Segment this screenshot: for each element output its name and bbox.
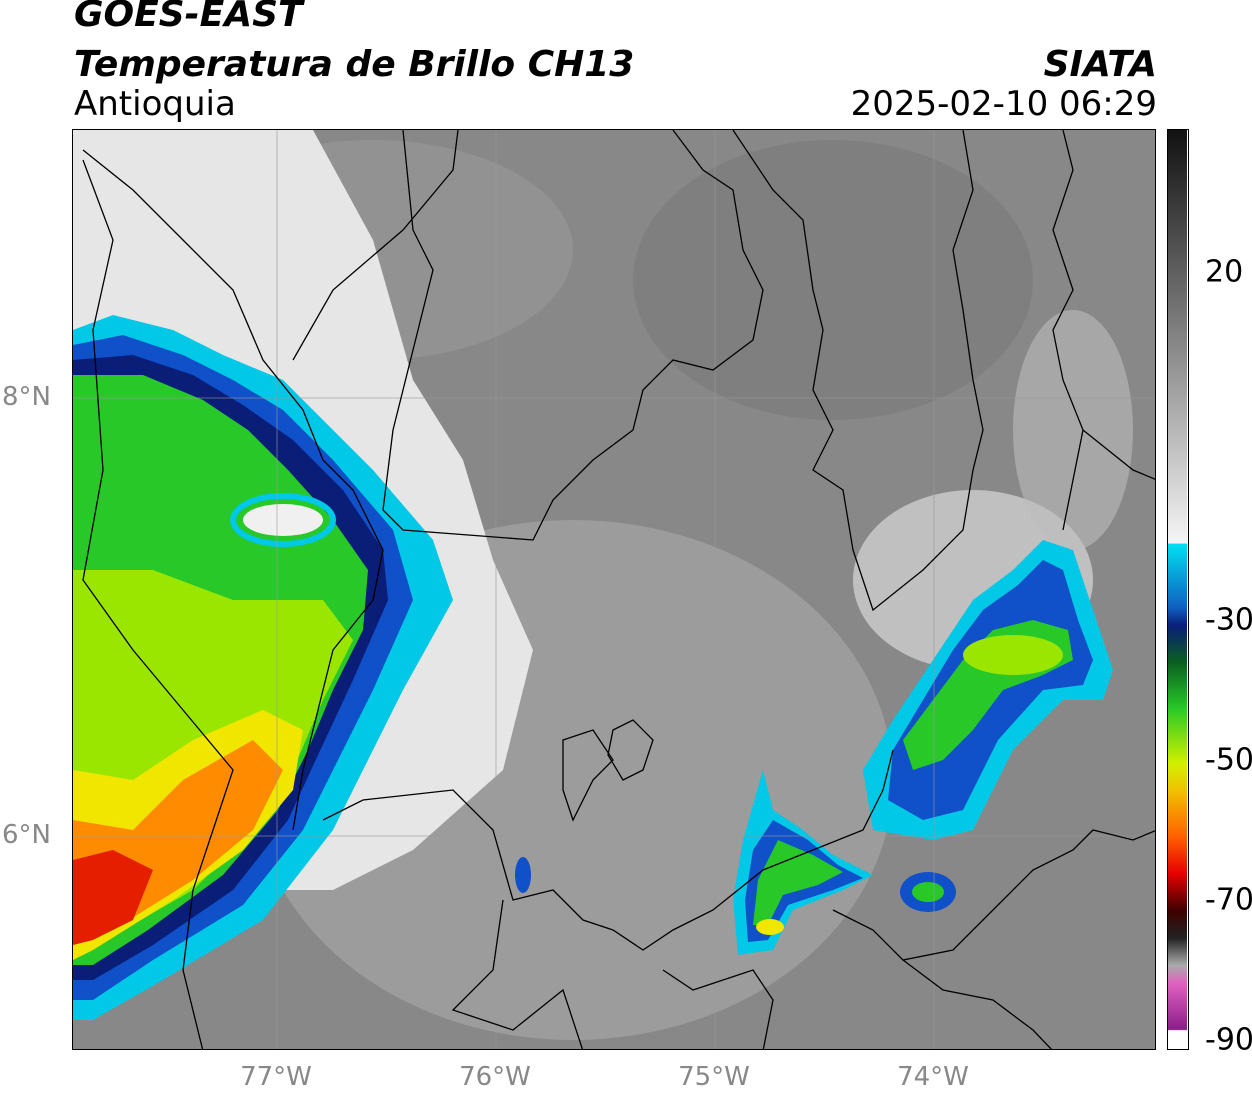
lat-label-8n: 8°N <box>2 382 51 412</box>
colorbar <box>1167 129 1189 1050</box>
lon-label-76w: 76°W <box>459 1062 531 1092</box>
lon-label-75w: 75°W <box>678 1062 750 1092</box>
satellite-title: GOES-EAST <box>74 0 303 35</box>
datetime-label: 2025-02-10 06:29 <box>850 84 1157 124</box>
lon-label-77w: 77°W <box>240 1062 312 1092</box>
product-title: Temperatura de Brillo CH13 <box>74 44 635 85</box>
map-canvas <box>73 130 1155 1049</box>
colorbar-label-20: 20 <box>1205 254 1244 290</box>
colorbar-gradient <box>1168 130 1187 1048</box>
colorbar-label-minus50: -50 <box>1205 742 1252 778</box>
colorbar-label-minus90: -90 <box>1205 1022 1252 1058</box>
satellite-map[interactable] <box>72 129 1156 1050</box>
agency-label: SIATA <box>1043 44 1157 85</box>
lon-label-74w: 74°W <box>897 1062 969 1092</box>
lat-label-6n: 6°N <box>2 820 51 850</box>
colorbar-label-minus30: -30 <box>1205 602 1252 638</box>
colorbar-label-minus70: -70 <box>1205 882 1252 918</box>
region-subtitle: Antioquia <box>74 84 236 124</box>
